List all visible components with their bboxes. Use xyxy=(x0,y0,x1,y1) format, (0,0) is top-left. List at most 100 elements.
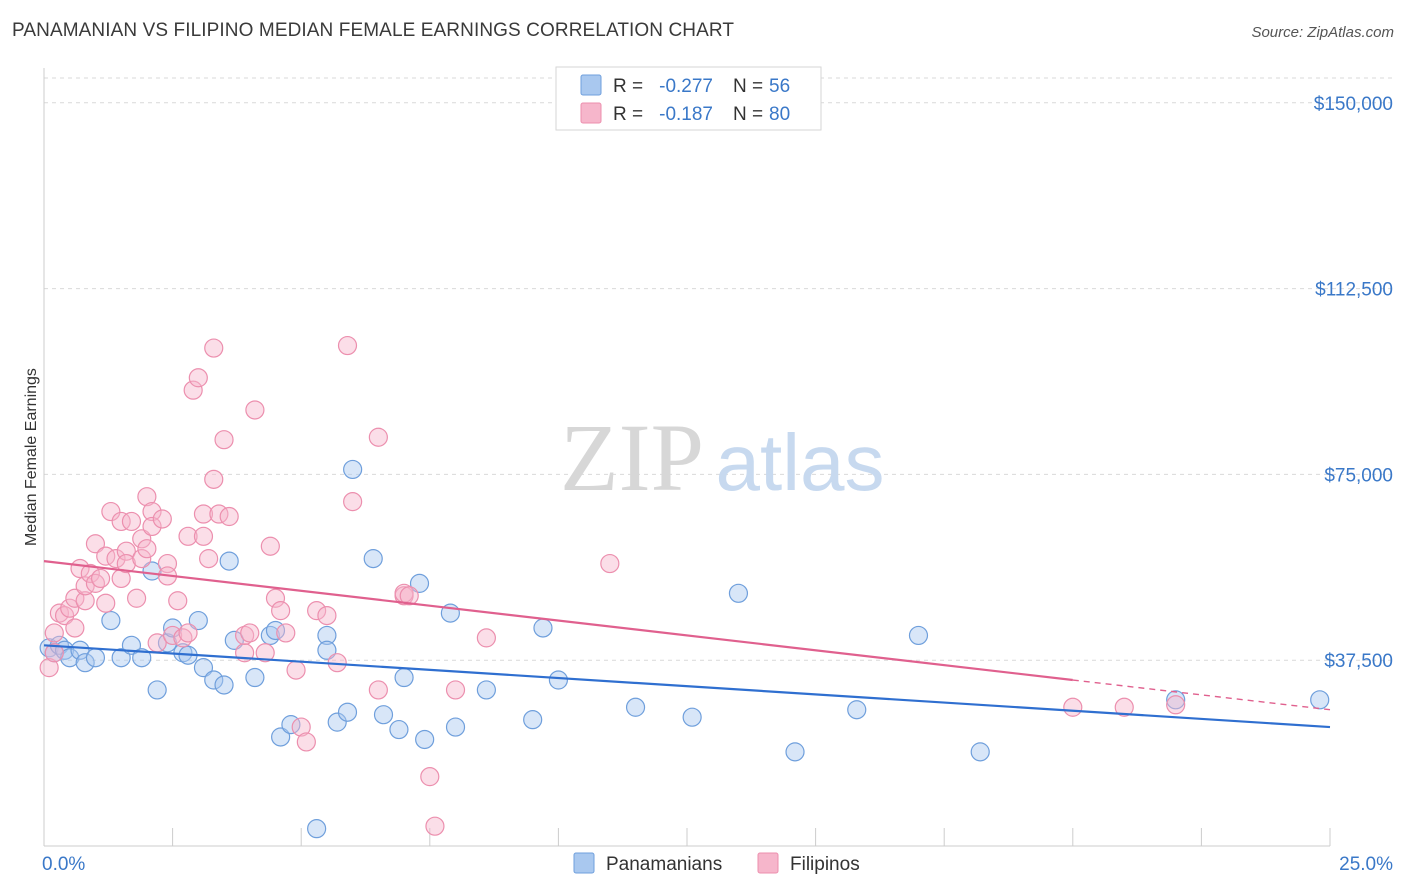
filipino-point xyxy=(476,628,496,648)
filipino-point xyxy=(75,591,95,611)
panamanian-point xyxy=(445,717,466,737)
n-value: 56 xyxy=(769,76,790,97)
panamanian-point xyxy=(785,742,805,762)
filipino-point xyxy=(39,658,59,678)
filipino-point xyxy=(425,816,445,836)
panamanian-point xyxy=(682,707,702,727)
panamanian-point xyxy=(142,561,162,581)
panamanian-point xyxy=(625,697,646,717)
filipino-point xyxy=(271,601,291,621)
panamanian-point xyxy=(548,670,569,690)
y-tick-label: $112,500 xyxy=(1315,280,1393,301)
filipino-point xyxy=(286,660,306,680)
filipino-point xyxy=(178,526,198,546)
filipino-point xyxy=(121,511,142,532)
watermark: ZIP atlas xyxy=(560,404,884,511)
filipino-point xyxy=(600,553,620,574)
filipino-point xyxy=(1063,697,1083,717)
y-tick-label: $75,000 xyxy=(1324,465,1393,486)
filipino-point xyxy=(60,598,80,618)
filipino-point xyxy=(368,680,388,700)
filipino-point xyxy=(132,529,152,549)
panamanian-point xyxy=(1310,690,1330,710)
panamanian-point xyxy=(394,667,414,688)
points-layer xyxy=(39,335,1330,839)
filipino-point xyxy=(116,553,136,574)
panamanian-point xyxy=(219,551,239,571)
filipino-point xyxy=(101,501,121,522)
filipino-point xyxy=(168,591,188,611)
filipino-point xyxy=(126,588,147,608)
panamanian-point xyxy=(908,625,929,646)
x-tick-label: 0.0% xyxy=(42,854,85,875)
filipino-point xyxy=(85,534,106,554)
filipino-point xyxy=(132,549,152,569)
filipino-point xyxy=(245,400,265,420)
panamanian-point xyxy=(101,610,121,631)
panamanian-point xyxy=(409,573,430,593)
filipino-point xyxy=(420,767,440,787)
filipino-point xyxy=(178,623,198,643)
filipino-point xyxy=(1166,695,1186,715)
n-value: 80 xyxy=(769,104,790,125)
panamanian-point xyxy=(147,680,167,700)
panamanian-point xyxy=(188,610,208,631)
panamanian-point xyxy=(317,640,337,660)
panamanian-point xyxy=(317,625,337,646)
n-label: N = xyxy=(733,104,763,125)
panamanian-point xyxy=(363,549,383,569)
panamanian-point xyxy=(70,640,90,660)
filipino-point xyxy=(214,430,234,450)
panamanian-point xyxy=(389,719,409,740)
filipino-point xyxy=(276,623,296,643)
panamanian-point xyxy=(1166,690,1186,710)
r-value: -0.277 xyxy=(659,76,713,97)
panamanian-point xyxy=(193,658,214,678)
panamanian-point xyxy=(224,630,244,650)
n-label: N = xyxy=(733,76,763,97)
axis-layer: $37,500 $75,000 $112,500 $150,000 0.0% 25.0% xyxy=(42,68,1393,875)
watermark-zip: ZIP xyxy=(560,404,704,511)
r-label: R = xyxy=(613,104,643,125)
panamanian-point xyxy=(728,583,749,603)
filipino-point xyxy=(183,380,203,400)
panamanian-point xyxy=(337,702,358,722)
chart-source: Source: ZipAtlas.com xyxy=(1251,24,1394,41)
panamanian-point xyxy=(343,459,363,480)
filipino-point xyxy=(111,511,131,532)
y-tick-label: $150,000 xyxy=(1314,94,1393,115)
panamanian-point xyxy=(132,648,152,668)
filipino-point xyxy=(44,643,64,663)
panamanian-point xyxy=(111,648,131,668)
filipino-point xyxy=(399,586,419,606)
filipino-point xyxy=(199,549,219,569)
panamanian-point xyxy=(75,653,95,673)
filipino-point xyxy=(1114,697,1134,717)
filipino-point xyxy=(80,563,100,584)
panamanian-point xyxy=(204,670,224,690)
panamanian-point xyxy=(60,648,80,668)
filipino-point xyxy=(307,601,327,621)
y-tick-label: $37,500 xyxy=(1324,651,1393,672)
legend-swatch xyxy=(573,852,595,874)
filipino-point xyxy=(343,492,363,512)
filipino-point xyxy=(90,568,111,589)
filipino-point xyxy=(255,643,275,663)
filipino-point xyxy=(142,516,162,537)
panamanian-point xyxy=(847,700,867,720)
panamanian-point xyxy=(271,727,291,747)
filipino-point xyxy=(44,623,64,643)
filipino-point xyxy=(368,427,388,447)
filipino-point xyxy=(193,526,214,546)
filipino-trend-line-extension xyxy=(1072,679,1331,711)
panamanian-point xyxy=(163,618,183,638)
x-tick-label: 25.0% xyxy=(1339,854,1393,875)
legend-label: Filipinos xyxy=(790,854,860,875)
panamanian-point xyxy=(373,705,394,725)
panamanian-point xyxy=(970,742,990,762)
filipino-point xyxy=(260,536,280,556)
panamanian-point xyxy=(523,710,543,730)
r-label: R = xyxy=(613,76,643,97)
filipino-point xyxy=(152,509,172,529)
stats-box: R = -0.277 N = 56 R = -0.187 N = 80 xyxy=(555,66,822,131)
